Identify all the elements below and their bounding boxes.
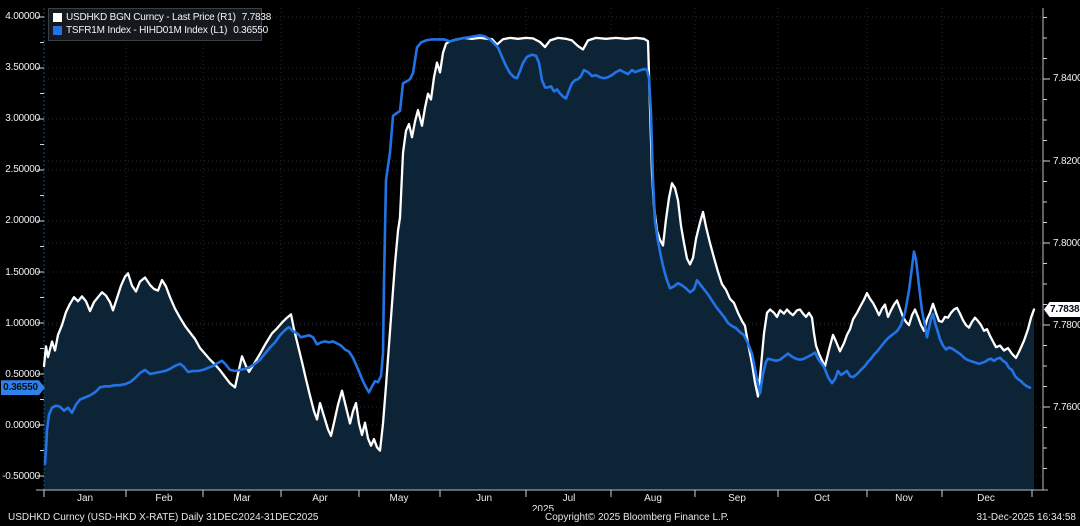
x-axis-month-label: Nov — [895, 493, 913, 504]
right-axis-label: 7.7800 — [1053, 319, 1080, 331]
x-axis-month-label: Aug — [644, 493, 662, 504]
legend-swatch-icon — [53, 26, 62, 35]
x-axis-month-label: Feb — [155, 493, 173, 504]
left-axis-label: 0.50000 — [5, 368, 40, 380]
status-security-description: USDHKD Curncy (USD-HKD X-RATE) Daily 31D… — [8, 512, 319, 523]
x-axis-month-label: Jun — [475, 493, 493, 504]
right-axis-label: 7.8000 — [1053, 237, 1080, 249]
x-axis-month-label: Dec — [977, 493, 995, 504]
right-axis-label: 7.8400 — [1053, 73, 1080, 85]
x-axis-month-label: Jul — [562, 493, 576, 504]
legend-value: 0.36550 — [233, 25, 268, 36]
spread-line — [43, 34, 1032, 466]
spread-last-price-marker: 0.36550 — [1, 380, 45, 396]
left-axis-label: 2.00000 — [5, 215, 40, 227]
legend-label: USDHKD BGN Curncy - Last Price (R1) — [66, 12, 236, 23]
left-axis-label: 1.00000 — [5, 317, 40, 329]
left-axis-label: -0.50000 — [2, 470, 40, 482]
legend-swatch-icon — [53, 13, 62, 22]
left-axis-label: 4.00000 — [5, 11, 40, 23]
legend-row-spread[interactable]: TSFR1M Index - HIHD01M Index (L1) 0.36550 — [53, 24, 268, 37]
usdhkd-price-line — [42, 36, 1036, 452]
left-axis-label: 1.50000 — [5, 266, 40, 278]
right-axis-label: 7.8200 — [1053, 155, 1080, 167]
x-axis-month-label: Apr — [312, 493, 328, 504]
x-axis-month-label: Mar — [233, 493, 251, 504]
right-axis-label: 7.7600 — [1053, 401, 1080, 413]
x-axis-month-label: Sep — [728, 493, 746, 504]
left-axis-label: 3.50000 — [5, 62, 40, 74]
status-bar: USDHKD Curncy (USD-HKD X-RATE) Daily 31D… — [0, 511, 1080, 526]
left-axis-label: 0.00000 — [5, 419, 40, 431]
legend-value: 7.7838 — [241, 12, 272, 23]
left-axis-label: 2.50000 — [5, 164, 40, 176]
area-fill — [44, 37, 1034, 491]
usdhkd-last-price-marker: 7.7838 — [1044, 302, 1080, 317]
status-timestamp: 31-Dec-2025 16:34:58 — [976, 512, 1076, 523]
legend-label: TSFR1M Index - HIHD01M Index (L1) — [66, 25, 228, 36]
left-axis-label: 3.00000 — [5, 113, 40, 125]
chart-legend: USDHKD BGN Curncy - Last Price (R1) 7.783… — [48, 8, 271, 41]
x-axis-month-label: May — [389, 493, 409, 504]
x-axis-month-label: Oct — [814, 493, 830, 504]
x-axis-month-label: Jan — [76, 493, 94, 504]
x-axis-year-label: 2025 — [531, 504, 555, 515]
status-copyright: Copyright© 2025 Bloomberg Finance L.P. — [545, 512, 729, 523]
legend-row-usdhkd[interactable]: USDHKD BGN Curncy - Last Price (R1) 7.783… — [53, 11, 271, 24]
